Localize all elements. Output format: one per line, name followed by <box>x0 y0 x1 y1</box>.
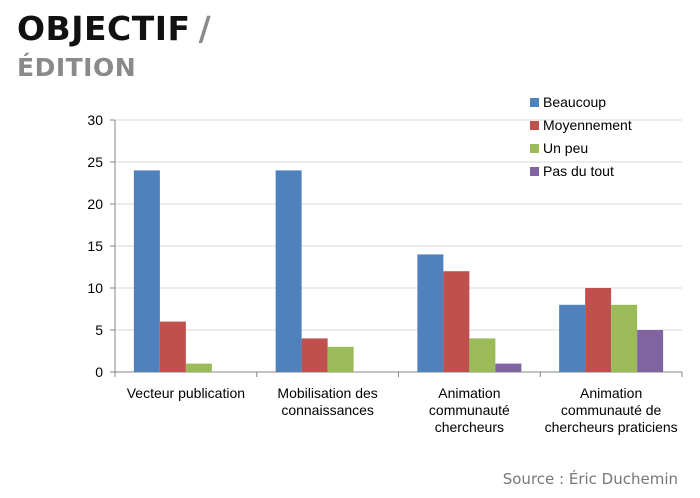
y-tick-label: 20 <box>87 196 103 212</box>
legend-label: Pas du tout <box>543 163 614 179</box>
y-tick-label: 5 <box>95 322 103 338</box>
x-category-label: Mobilisation des connaissances <box>277 385 377 418</box>
x-category-label: Animation communauté chercheurs <box>429 385 510 435</box>
bar-un-peu <box>469 338 496 372</box>
title-text: OBJECTIF <box>17 9 191 48</box>
y-tick-label: 15 <box>87 238 103 254</box>
x-category-label: Animation communauté de chercheurs pratici… <box>545 385 678 435</box>
title-slash: / <box>198 9 212 48</box>
y-tick-label: 0 <box>95 364 103 380</box>
bar-moyennement <box>301 338 328 372</box>
bar-pas-du-tout <box>637 330 664 372</box>
bar-beaucoup <box>133 170 160 372</box>
legend-label: Moyennement <box>543 117 632 133</box>
bar-moyennement <box>585 288 612 372</box>
legend-label: Beaucoup <box>543 94 606 110</box>
y-tick-label: 30 <box>87 112 103 128</box>
x-category-label: Vecteur publication <box>127 385 245 401</box>
bar-un-peu <box>185 363 212 372</box>
legend-swatch <box>530 144 539 153</box>
legend-label: Un peu <box>543 140 588 156</box>
legend-swatch <box>530 98 539 107</box>
y-tick-label: 10 <box>87 280 103 296</box>
legend-swatch <box>530 121 539 130</box>
bar-pas-du-tout <box>495 363 522 372</box>
bar-un-peu <box>327 346 354 372</box>
page-title: OBJECTIF / <box>17 12 211 45</box>
bar-moyennement <box>443 271 470 372</box>
source-credit: Source : Éric Duchemin <box>502 470 678 488</box>
bar-beaucoup <box>417 254 444 372</box>
y-tick-label: 25 <box>87 154 103 170</box>
page-subtitle: ÉDITION <box>17 53 137 82</box>
bar-beaucoup <box>275 170 302 372</box>
bar-un-peu <box>611 304 638 372</box>
bar-beaucoup <box>559 304 586 372</box>
legend-swatch <box>530 167 539 176</box>
bar-moyennement <box>159 321 186 372</box>
